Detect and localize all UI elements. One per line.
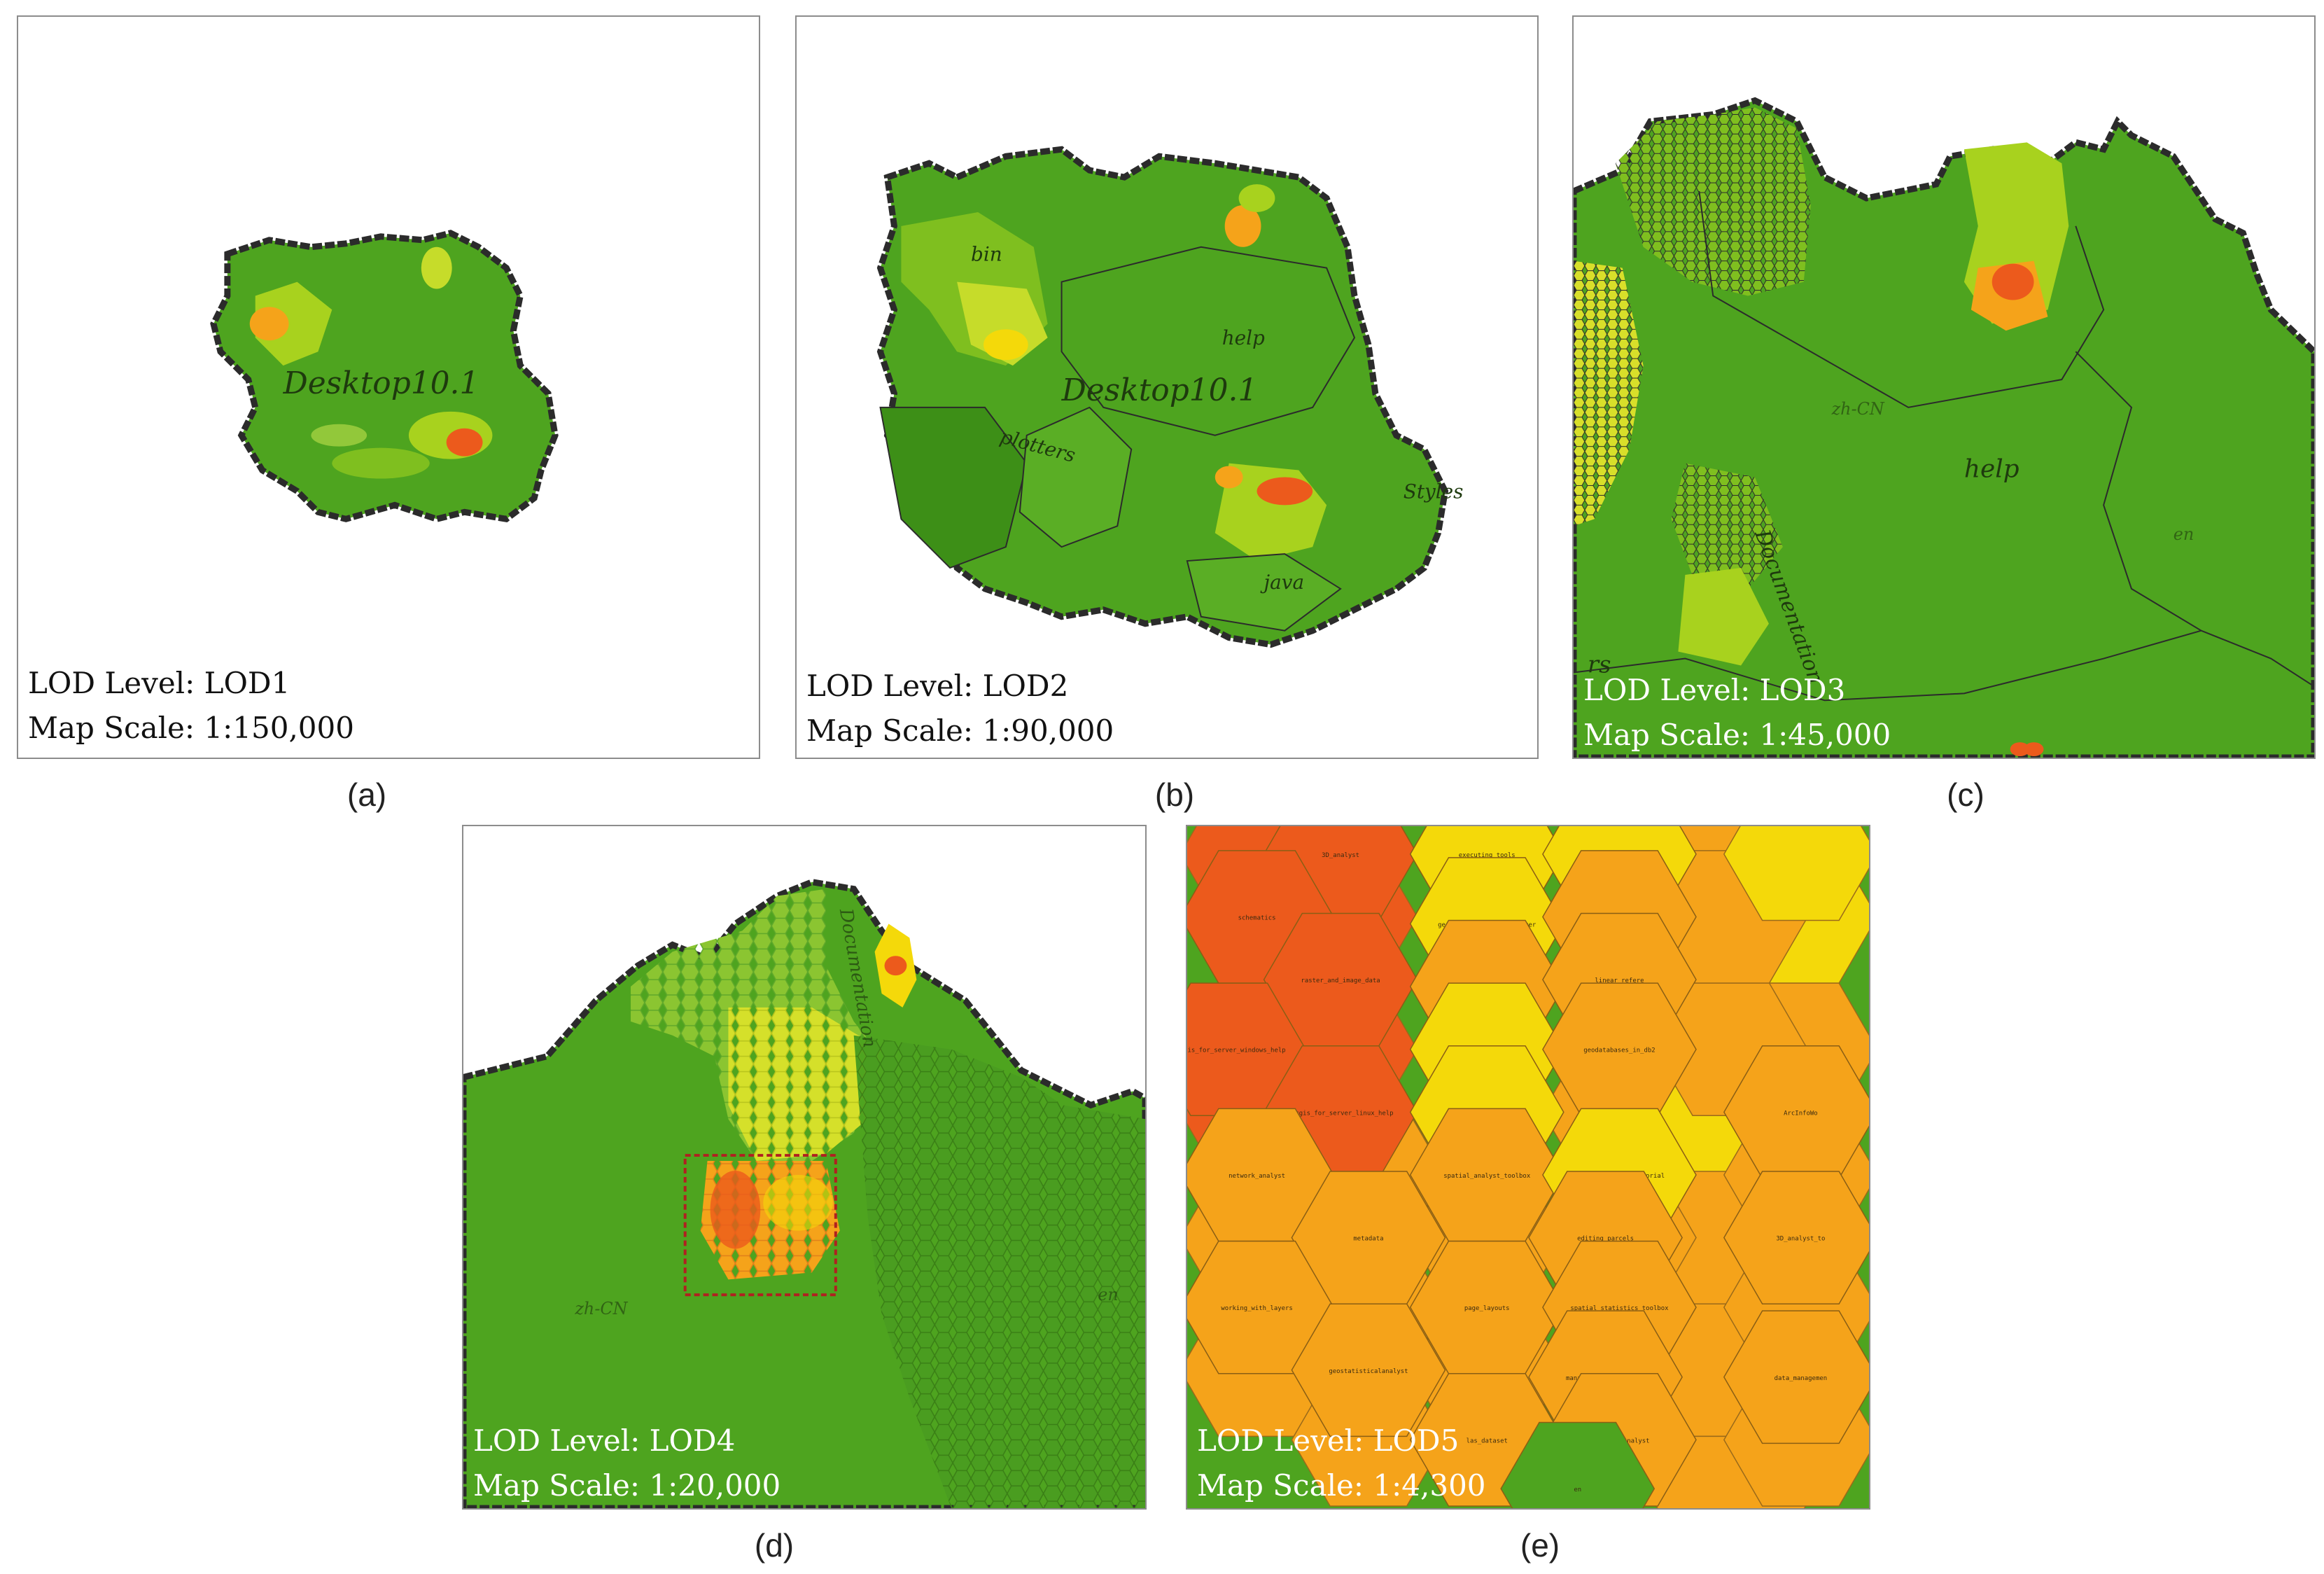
map-label-desktop: Desktop10.1 xyxy=(1061,372,1258,408)
map-label-bin: bin xyxy=(971,243,1002,266)
hex-cell-label: en xyxy=(1574,1486,1581,1493)
map-label-zh-cn: zh-CN xyxy=(574,1299,628,1318)
hex-cell-label: network_analyst xyxy=(1228,1173,1285,1180)
lod-level-label: LOD Level: LOD2 xyxy=(806,669,1069,703)
map-panel-a[interactable]: Desktop10.1 LOD Level: LOD1 Map Scale: 1… xyxy=(17,15,760,759)
hex-cell[interactable]: data_managemen xyxy=(1723,1310,1869,1444)
hex-cell-label: data_managemen xyxy=(1774,1375,1827,1382)
hex-cell-shape xyxy=(1291,1303,1446,1437)
hex-cell-label: arcgis_for_server_linux_help xyxy=(1288,1110,1394,1117)
map-label-styles: Styles xyxy=(1404,480,1464,503)
hex-cell[interactable]: 3D_analyst_to xyxy=(1723,1171,1869,1304)
map-scale-label: Map Scale: 1:4,300 xyxy=(1197,1468,1486,1503)
zoom-region-box xyxy=(683,1154,837,1297)
caption-d: (d) xyxy=(754,1527,794,1563)
caption-b: (b) xyxy=(1154,776,1195,813)
lod3-map: zh-CN help en Documentation rs xyxy=(1574,97,2314,758)
hex-cell[interactable]: geostatisticalanalyst xyxy=(1291,1303,1446,1437)
hex-cell-label: metadata xyxy=(1353,1236,1383,1243)
hex-cell[interactable]: en xyxy=(1500,1421,1656,1508)
hex-cell-label: 3D_analyst xyxy=(1322,852,1359,859)
hex-cell-shape xyxy=(1500,1421,1656,1508)
map-label-en: en xyxy=(2174,524,2194,544)
caption-c: (c) xyxy=(1947,776,1984,813)
hex-cell-label: working_with_layers xyxy=(1221,1305,1292,1312)
map-label-desktop: Desktop10.1 xyxy=(283,365,479,401)
hex-cell-label: las_dataset xyxy=(1466,1437,1508,1444)
map-panel-e[interactable]: 3D_analystexecuting_toolsmap_projectsche… xyxy=(1186,825,1870,1510)
map-panel-b[interactable]: bin help Desktop10.1 plotters Styles jav… xyxy=(795,15,1539,759)
hex-cell-background xyxy=(1723,826,1869,921)
lod-level-label: LOD Level: LOD5 xyxy=(1197,1423,1460,1458)
map-scale-label: Map Scale: 1:20,000 xyxy=(473,1468,781,1503)
lod-level-label: LOD Level: LOD3 xyxy=(1583,673,1846,707)
hex-cell-label: executing_tools xyxy=(1459,852,1516,859)
hex-cell-label: editing_parcels xyxy=(1577,1236,1634,1243)
map-label-help: help xyxy=(1964,455,2019,484)
hex-cell-label: spatial_analyst_toolbox xyxy=(1443,1173,1531,1180)
lod2-map: bin help Desktop10.1 plotters Styles jav… xyxy=(876,146,1464,648)
map-label-zh-cn: zh-CN xyxy=(1831,399,1885,419)
hex-cell-label: geostatisticalanalyst xyxy=(1329,1368,1408,1375)
hex-cell-label: 3D_analyst_to xyxy=(1776,1236,1825,1243)
map-label-rs: rs xyxy=(1588,650,1611,678)
hex-cell-label: linear_refere xyxy=(1595,977,1644,984)
hex-cell-shape xyxy=(1723,1310,1869,1444)
hex-cell-label: geodatabases_in_db2 xyxy=(1583,1047,1655,1054)
caption-a: (a) xyxy=(346,776,387,813)
lod4-map: Documentation zh-CN en xyxy=(463,879,1145,1508)
map-label-help: help xyxy=(1222,326,1265,349)
lod-level-label: LOD Level: LOD1 xyxy=(28,666,290,700)
hex-cell-label: schematics xyxy=(1238,914,1276,921)
lod1-map: Desktop10.1 xyxy=(210,230,559,523)
caption-e: (e) xyxy=(1520,1527,1560,1563)
hex-cell-shape xyxy=(1723,1171,1869,1304)
map-scale-label: Map Scale: 1:45,000 xyxy=(1583,718,1891,752)
map-scale-label: Map Scale: 1:150,000 xyxy=(28,711,354,745)
hex-cell-label: ArcInfoWo xyxy=(1784,1110,1818,1117)
hex-cell-label: page_layouts xyxy=(1464,1305,1510,1312)
lod-level-label: LOD Level: LOD4 xyxy=(473,1423,736,1458)
map-panel-c[interactable]: zh-CN help en Documentation rs LOD Level… xyxy=(1572,15,2316,759)
hex-cell-label: raster_and_image_data xyxy=(1301,977,1380,984)
map-label-java: java xyxy=(1259,571,1304,594)
map-panel-d[interactable]: Documentation zh-CN en LOD Level: LOD4 M… xyxy=(462,825,1147,1510)
hex-cell-label: spatial_statistics_toolbox xyxy=(1570,1305,1669,1312)
lod5-hex-map: 3D_analystexecuting_toolsmap_projectsche… xyxy=(1187,826,1869,1508)
map-scale-label: Map Scale: 1:90,000 xyxy=(806,713,1114,748)
map-label-en: en xyxy=(1098,1285,1119,1304)
hex-cell-label: arcgis_for_server_windows_help xyxy=(1187,1047,1286,1054)
